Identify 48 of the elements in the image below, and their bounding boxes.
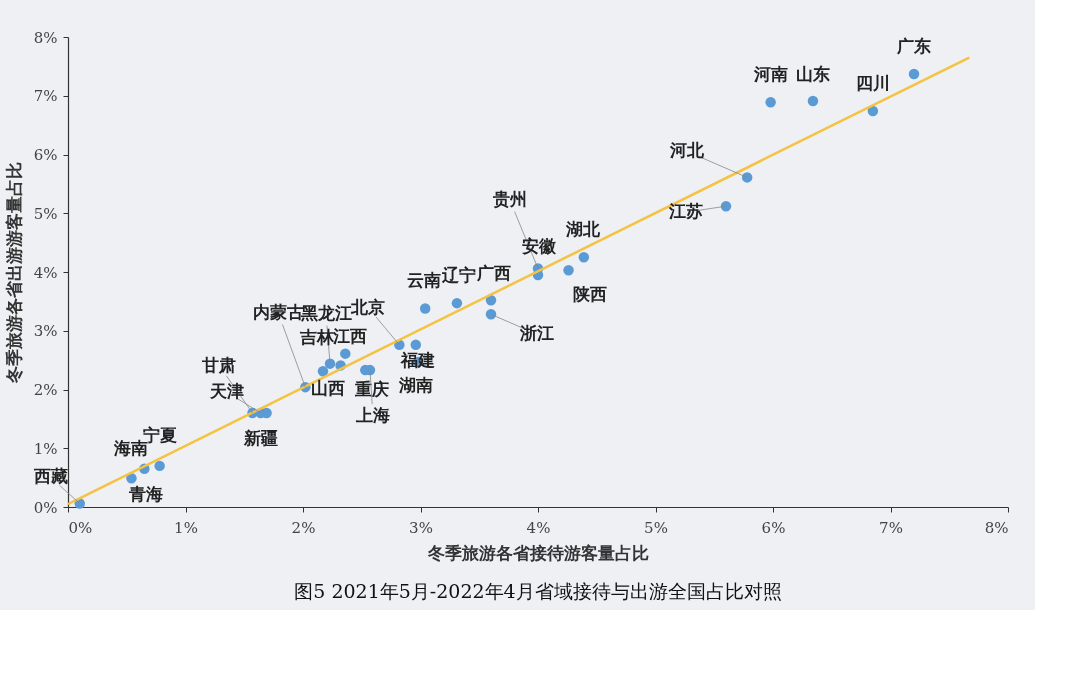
y-tick-label: 1%: [33, 439, 58, 458]
annotation: 山东: [795, 64, 830, 85]
annotation: 广东: [896, 36, 931, 57]
annotation: 贵州: [492, 189, 527, 210]
y-tick-label: 6%: [33, 146, 58, 164]
annotation: 上海: [354, 405, 390, 426]
annotation: 新疆: [242, 428, 278, 448]
annotation: 西藏: [32, 466, 68, 487]
annotation: 安徽: [522, 235, 557, 256]
y-axis-title: 冬季旅游各省出游游客量占比: [3, 162, 24, 384]
x-axis-title: 冬季旅游各省接待游客量占比: [427, 542, 649, 563]
annotation: 湖北: [564, 219, 601, 240]
y-tick-label: 7%: [33, 87, 58, 106]
x-tick-label: 8%: [984, 518, 1009, 537]
y-tick-label: 0%: [33, 498, 58, 517]
x-tick-label: 2%: [291, 518, 316, 537]
annotation: 四川: [855, 73, 890, 94]
x-tick-label: 5%: [644, 518, 668, 537]
annotation: 浙江: [519, 323, 554, 344]
x-tick-label: 3%: [409, 518, 433, 537]
annotation: 青海: [128, 484, 164, 505]
y-tick-label: 8%: [33, 28, 58, 47]
annotation: 陕西: [572, 284, 607, 305]
annotation: 重庆: [354, 379, 390, 400]
annotation: 天津: [208, 381, 244, 401]
annotation: 河北: [669, 140, 706, 161]
y-tick-label: 2%: [33, 381, 58, 399]
y-tick-label: 5%: [33, 204, 58, 223]
annotation: 河南: [752, 64, 788, 85]
annotation: 广西: [476, 263, 511, 284]
annotation: 云南: [407, 270, 442, 291]
x-tick-label: 1%: [174, 518, 198, 537]
annotation: 湖南: [398, 374, 434, 395]
text: 图5 2021年5月-2022年4月省域接待与出游全国占比对照: [294, 580, 782, 602]
annotation: 北京: [350, 296, 386, 317]
annotation: 江西: [332, 325, 368, 346]
x-tick-label: 0%: [68, 518, 93, 537]
annotation: 辽宁: [440, 265, 476, 286]
annotation: 甘肃: [201, 355, 237, 375]
annotation: 江苏: [668, 201, 703, 222]
y-tick-label: 3%: [33, 322, 58, 341]
annotation: 吉林: [298, 327, 335, 348]
x-tick-label: 4%: [526, 518, 551, 537]
annotation: 福建: [399, 349, 435, 370]
y-tick-label: 4%: [33, 263, 58, 282]
x-tick-label: 6%: [761, 518, 786, 537]
annotation: 山西: [310, 378, 345, 399]
x-tick-label: 7%: [879, 518, 903, 537]
